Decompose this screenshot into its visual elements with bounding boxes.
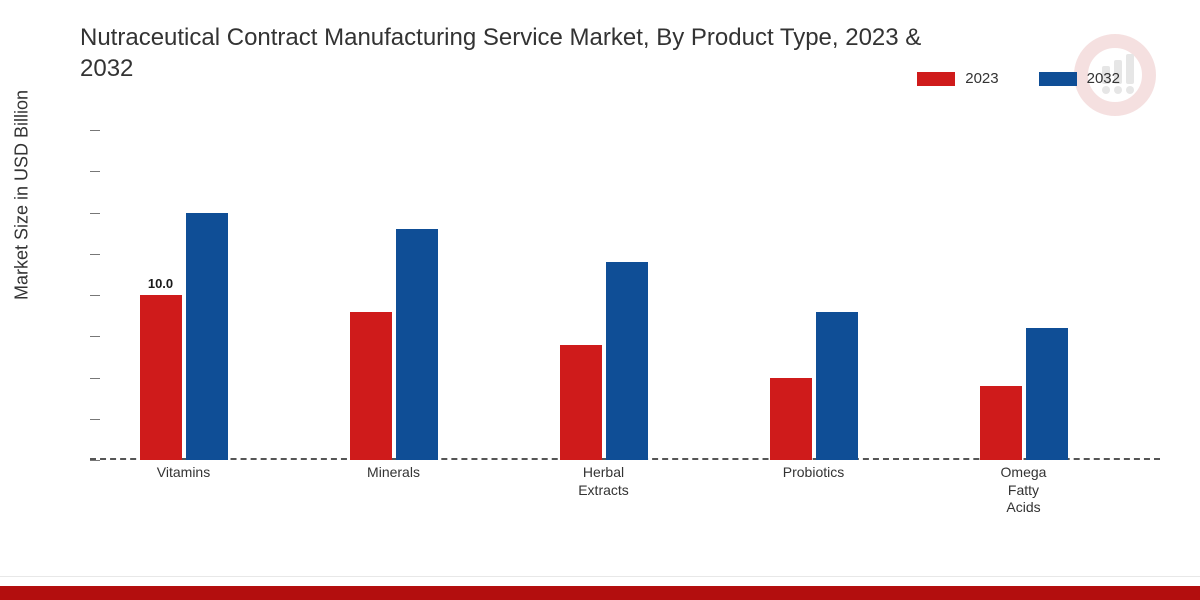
footer-divider	[0, 576, 1200, 586]
bar	[980, 386, 1022, 460]
bar	[816, 312, 858, 461]
bar	[770, 378, 812, 461]
x-axis-label: Vitamins	[157, 464, 210, 482]
bars	[950, 130, 1160, 460]
y-tick	[90, 254, 100, 255]
x-axis-label: Omega Fatty Acids	[1001, 464, 1047, 517]
y-tick	[90, 419, 100, 420]
bar	[560, 345, 602, 461]
y-axis-label: Market Size in USD Billion	[12, 90, 33, 300]
x-axis-label: Herbal Extracts	[578, 464, 629, 499]
bars: 10.0	[110, 130, 320, 460]
chart-area: 10.0 Vitamins Minerals Herbal Extracts Probi…	[90, 130, 1160, 500]
bar-group: Probiotics	[740, 130, 950, 500]
legend-label-2032: 2032	[1087, 70, 1120, 87]
bars	[530, 130, 740, 460]
bar	[396, 229, 438, 460]
bar	[1026, 328, 1068, 460]
bars	[320, 130, 530, 460]
legend-item-2023: 2023	[917, 70, 998, 87]
y-tick	[90, 171, 100, 172]
bar-value-label: 10.0	[148, 276, 173, 291]
legend-swatch-2023	[917, 72, 955, 86]
bars	[740, 130, 950, 460]
bar	[140, 295, 182, 460]
y-tick	[90, 213, 100, 214]
bar	[606, 262, 648, 460]
bar-group: Minerals	[320, 130, 530, 500]
bar-group: Herbal Extracts	[530, 130, 740, 500]
y-tick	[90, 336, 100, 337]
bar-groups: 10.0 Vitamins Minerals Herbal Extracts Probi…	[110, 130, 1160, 500]
legend: 2023 2032	[917, 70, 1120, 87]
footer-bar	[0, 586, 1200, 600]
legend-swatch-2032	[1039, 72, 1077, 86]
y-tick	[90, 460, 100, 461]
bar	[186, 213, 228, 461]
bar-group: Omega Fatty Acids	[950, 130, 1160, 500]
y-ticks	[90, 130, 100, 460]
y-tick	[90, 130, 100, 131]
x-axis-label: Probiotics	[783, 464, 844, 482]
bar	[350, 312, 392, 461]
y-tick	[90, 378, 100, 379]
x-axis-label: Minerals	[367, 464, 420, 482]
legend-item-2032: 2032	[1039, 70, 1120, 87]
y-tick	[90, 295, 100, 296]
chart-title: Nutraceutical Contract Manufacturing Ser…	[80, 22, 980, 84]
bar-group: 10.0 Vitamins	[110, 130, 320, 500]
legend-label-2023: 2023	[965, 70, 998, 87]
